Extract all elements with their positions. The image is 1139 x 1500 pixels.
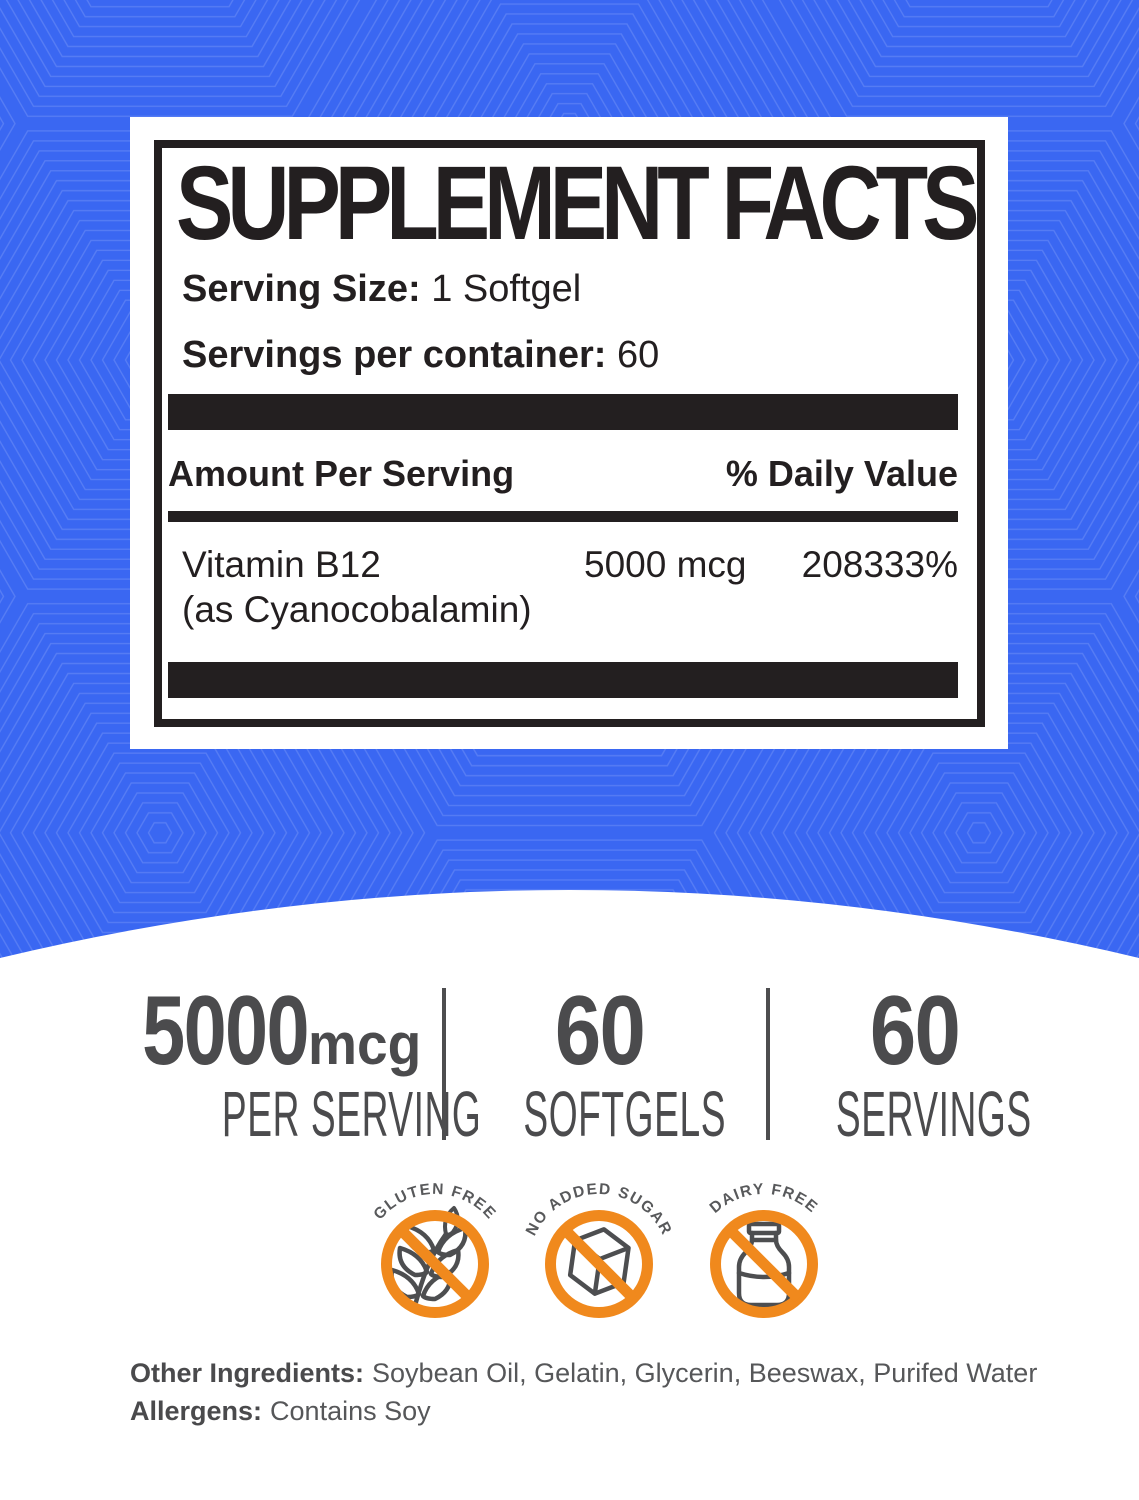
nutrient-row: Vitamin B12 5000 mcg 208333% [168, 546, 958, 586]
serving-size-value: 1 Softgel [431, 268, 582, 310]
stat-unit: mcg [308, 1012, 422, 1077]
no-added-sugar-badge: NO ADDED SUGAR [523, 1181, 674, 1318]
stat-number: 5000 [142, 975, 309, 1085]
allergens-line: Allergens: Contains Soy [130, 1392, 1037, 1430]
stat-softgels: 60 SOFTGELS [450, 981, 750, 1146]
stat-value: 60 [450, 981, 750, 1079]
separator-bar-top [168, 394, 958, 430]
stat-divider [442, 988, 446, 1140]
other-ingredients-line: Other Ingredients: Soybean Oil, Gelatin, … [130, 1354, 1037, 1392]
stat-number: 60 [870, 975, 961, 1085]
stat-number: 60 [555, 975, 646, 1085]
servings-value: 60 [617, 334, 660, 376]
nutrient-name: Vitamin B12 [182, 544, 381, 585]
daily-value-header: % Daily Value [725, 453, 958, 494]
separator-bar-bottom [168, 662, 958, 698]
stat-label: PER SERVING [221, 1078, 482, 1150]
stat-label: SERVINGS [835, 1078, 1032, 1150]
prohibition-circle [545, 1210, 653, 1318]
servings-label: Servings per container: [182, 334, 607, 376]
stat-value: 60 [765, 981, 1065, 1079]
stat-per-serving: 5000mcg PER SERVING [98, 975, 482, 1150]
prohibition-circle [381, 1210, 489, 1318]
amount-per-serving-header: Amount Per Serving [168, 453, 515, 494]
nutrient-name-sub: (as Cyanocobalamin) [182, 589, 532, 630]
curved-transition [0, 890, 1139, 965]
stat-label: SOFTGELS [523, 1078, 727, 1150]
serving-size-label: Serving Size: [182, 268, 421, 310]
allergens-value: Contains Soy [270, 1396, 431, 1426]
supplement-facts-panel: SUPPLEMENT FACTS Serving Size: 1 Softgel… [130, 117, 1008, 749]
prohibition-circle [710, 1210, 818, 1318]
nutrient-daily-value: 208333% [801, 544, 958, 585]
allergens-label: Allergens: [130, 1396, 263, 1426]
stat-servings: 60 SERVINGS [765, 981, 1065, 1146]
panel-title: SUPPLEMENT FACTS [176, 144, 980, 263]
gluten-free-badge: GLUTEN FREE [371, 1181, 498, 1318]
other-ingredients-label: Other Ingredients: [130, 1358, 365, 1388]
serving-size-line: Serving Size: 1 Softgel [182, 270, 581, 308]
other-ingredients-value: Soybean Oil, Gelatin, Glycerin, Beeswax,… [372, 1358, 1038, 1388]
header-rule [168, 511, 958, 522]
panel-border [154, 140, 985, 727]
servings-per-container-line: Servings per container: 60 [182, 336, 659, 374]
stat-value: 5000mcg [98, 975, 421, 1085]
table-header-row: Amount Per Serving % Daily Value [168, 456, 958, 492]
nutrient-amount: 5000 mcg [584, 544, 747, 585]
dairy-free-badge: DAIRY FREE [707, 1181, 820, 1318]
footer-text: Other Ingredients: Soybean Oil, Gelatin, … [130, 1354, 1037, 1430]
stat-divider [766, 988, 770, 1140]
